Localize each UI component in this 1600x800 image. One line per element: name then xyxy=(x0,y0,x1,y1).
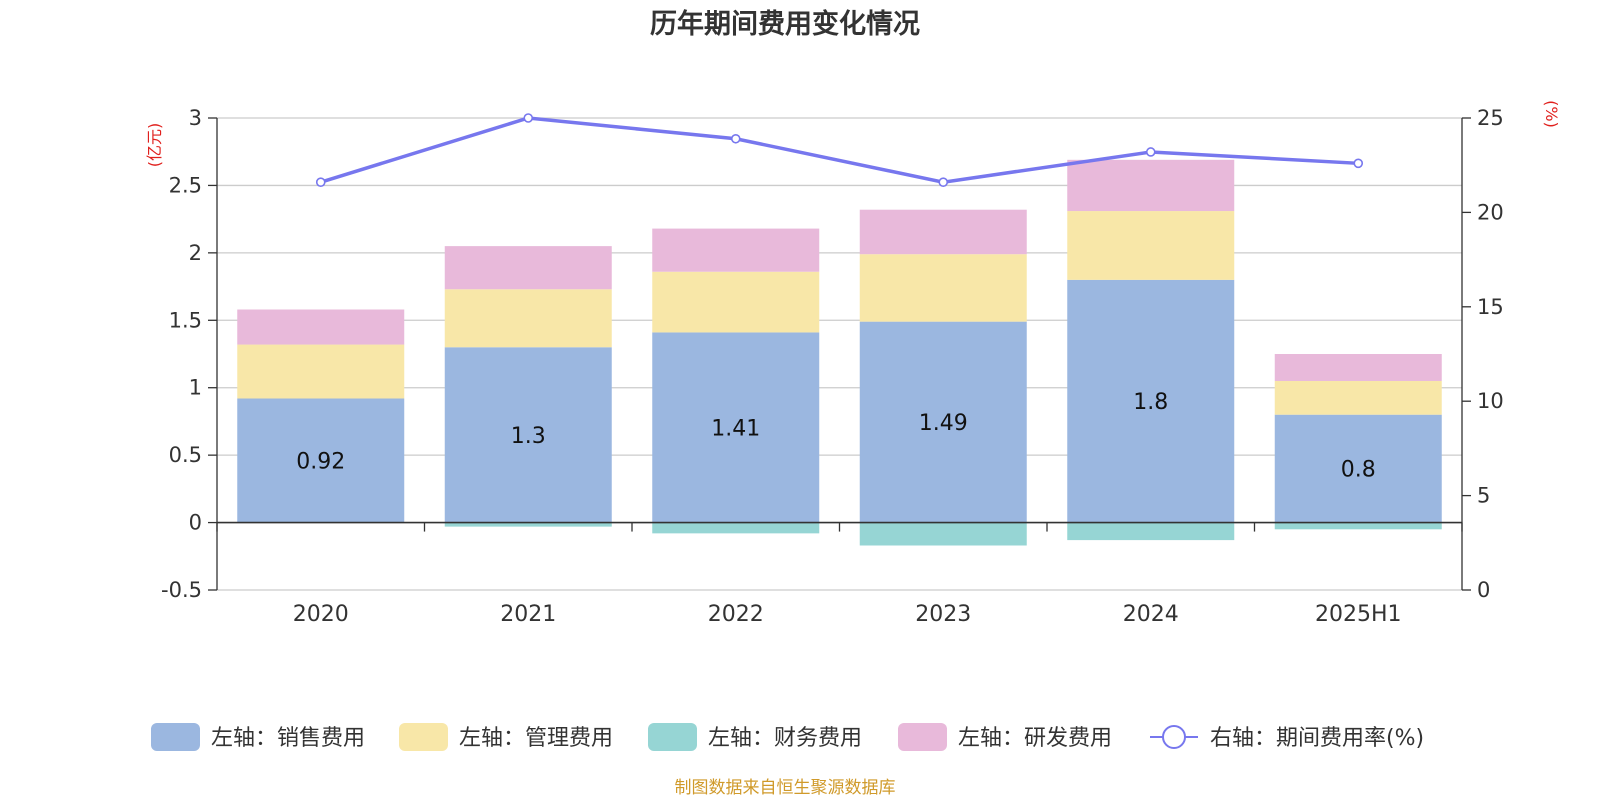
source-note: 制图数据来自恒生聚源数据库 xyxy=(675,778,896,798)
bar xyxy=(1274,380,1442,415)
legend-marker xyxy=(1162,725,1186,749)
rate-line xyxy=(315,113,1364,187)
bar xyxy=(859,254,1027,322)
bar xyxy=(1067,522,1235,541)
data-label: 1.3 xyxy=(511,424,546,449)
right-axis-unit: (%) xyxy=(1542,100,1561,128)
data-label: 1.49 xyxy=(919,411,968,436)
right-tick-label: 10 xyxy=(1477,389,1504,413)
chart-title: 历年期间费用变化情况 xyxy=(650,8,920,40)
left-tick-label: 2.5 xyxy=(169,173,202,197)
line-point xyxy=(1353,158,1364,169)
line-point xyxy=(1145,147,1156,157)
legend-label: 左轴：管理费用 xyxy=(459,726,613,751)
line-point xyxy=(730,133,741,144)
legend-swatch xyxy=(898,723,947,751)
category-label: 2025H1 xyxy=(1315,602,1402,627)
data-labels: 0.92 1.3 1.41 1.49 1.8 0.8 xyxy=(296,390,1375,482)
bar xyxy=(444,246,612,290)
grid-lines xyxy=(217,117,1462,591)
rate-line-path xyxy=(320,116,1359,184)
legend-swatch xyxy=(151,723,200,751)
bar xyxy=(1067,279,1235,523)
category-label: 2024 xyxy=(1123,602,1179,627)
bar xyxy=(859,321,1027,523)
category-label: 2022 xyxy=(708,602,764,627)
category-label: 2023 xyxy=(915,602,971,627)
left-tick-label: 2 xyxy=(189,241,202,265)
bar xyxy=(237,309,405,345)
bar xyxy=(1274,414,1442,523)
right-tick-label: 20 xyxy=(1477,200,1504,224)
right-tick-label: 0 xyxy=(1477,578,1490,602)
bar xyxy=(444,522,612,527)
left-tick-label: 1.5 xyxy=(169,308,202,332)
left-tick-label: 0.5 xyxy=(169,443,202,467)
right-tick-label: 15 xyxy=(1477,295,1504,319)
bar xyxy=(237,398,405,523)
left-tick-label: 3 xyxy=(189,106,202,130)
bar xyxy=(652,271,820,333)
bar xyxy=(444,289,612,348)
legend-label: 左轴：销售费用 xyxy=(211,726,365,751)
bar xyxy=(444,347,612,523)
right-tick-label: 25 xyxy=(1477,106,1504,130)
bar xyxy=(1274,354,1442,381)
legend: 左轴：销售费用 左轴：管理费用 左轴：财务费用 左轴：研发费用 右轴：期间费用率(%) xyxy=(151,723,1424,751)
bar xyxy=(859,522,1027,546)
bar xyxy=(652,332,820,523)
legend-label: 右轴：期间费用率(%) xyxy=(1210,726,1424,751)
bar xyxy=(1067,211,1235,280)
axes: 3 2.5 2 1.5 1 0.5 0 -0.5 25 20 15 10 5 0 2020 2021 2022 2… xyxy=(161,106,1504,627)
data-label: 0.92 xyxy=(296,450,345,475)
bar xyxy=(652,522,820,534)
legend-swatch xyxy=(399,723,448,751)
data-label: 1.41 xyxy=(711,416,760,441)
right-tick-label: 5 xyxy=(1477,484,1490,508)
legend-swatch xyxy=(648,723,697,751)
line-point xyxy=(523,113,534,123)
left-tick-label: 0 xyxy=(189,511,202,535)
legend-label: 左轴：研发费用 xyxy=(958,726,1112,751)
data-label: 0.8 xyxy=(1341,458,1376,483)
line-point xyxy=(938,177,949,187)
bar xyxy=(237,344,405,399)
left-tick-label: -0.5 xyxy=(161,578,202,602)
left-axis-unit: (亿元) xyxy=(145,123,164,168)
bar xyxy=(1067,159,1235,212)
legend-label: 左轴：财务费用 xyxy=(708,726,862,751)
bars xyxy=(237,159,1442,546)
category-label: 2020 xyxy=(293,602,349,627)
line-point xyxy=(315,177,326,187)
bar xyxy=(1274,522,1442,530)
bar xyxy=(652,228,820,272)
bar xyxy=(859,209,1027,255)
data-label: 1.8 xyxy=(1133,390,1168,415)
left-tick-label: 1 xyxy=(189,376,202,400)
category-label: 2021 xyxy=(500,602,556,627)
